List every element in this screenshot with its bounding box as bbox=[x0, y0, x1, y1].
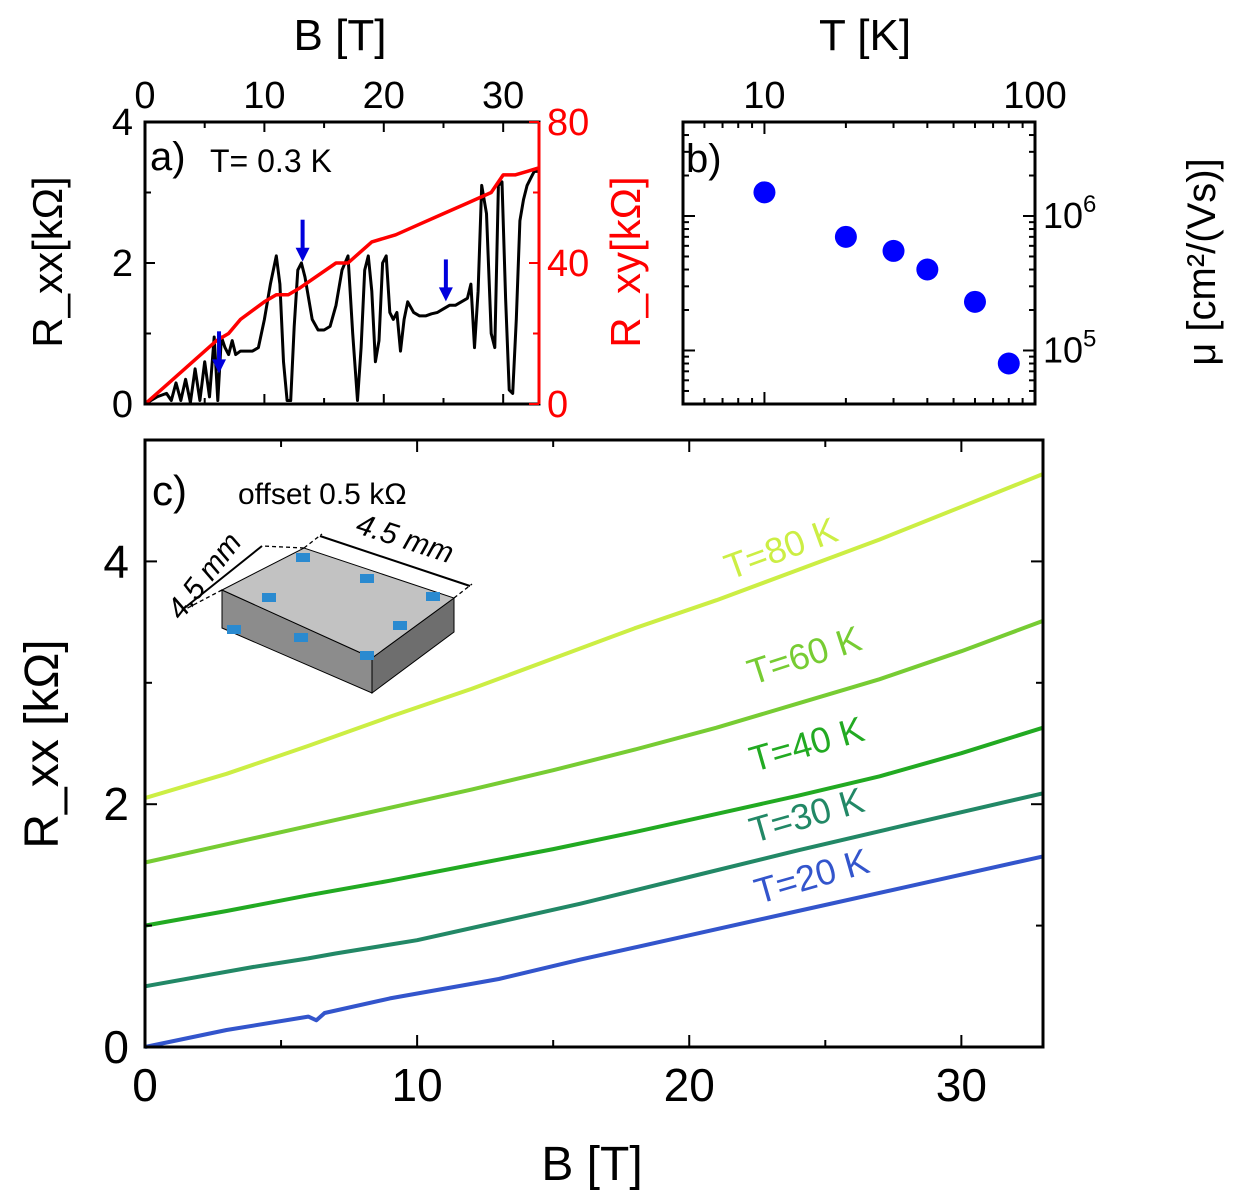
contact bbox=[227, 625, 241, 634]
panel-b-top-xlabel: T [K] bbox=[819, 11, 911, 60]
panel-c-frame bbox=[143, 438, 1045, 1049]
panel-b-ylabel: μ [cm²/(Vs)] bbox=[1180, 158, 1224, 365]
dimension-arrows bbox=[181, 535, 471, 611]
dimension-line bbox=[179, 589, 223, 613]
y-right-tick-label: 40 bbox=[547, 243, 589, 285]
y-tick-label: 2 bbox=[103, 778, 129, 830]
x-tick-label: 0 bbox=[132, 1059, 158, 1111]
x-tick-label: 0 bbox=[134, 75, 155, 117]
panel-c-curves bbox=[144, 472, 1044, 1049]
y-tick-label: 2 bbox=[112, 243, 133, 285]
panel-c: 0 10 20 30 0 2 4 c) offset 0.5 kΩ B [T] R_xx [… bbox=[16, 438, 1045, 1191]
dimension-line bbox=[303, 533, 323, 549]
y-tick-base: 10 bbox=[1043, 329, 1083, 370]
x-tick-label: 30 bbox=[936, 1059, 987, 1111]
dimension-arrow-x bbox=[319, 535, 471, 587]
panel-a-label: a) bbox=[150, 135, 186, 179]
panel-c-ticks: 0 10 20 30 0 2 4 bbox=[103, 440, 1043, 1111]
series-line bbox=[144, 791, 1044, 989]
panel-b-frame bbox=[681, 120, 1037, 406]
data-point bbox=[916, 258, 939, 281]
y-tick-exponent: 5 bbox=[1083, 325, 1096, 352]
arrow-head bbox=[295, 247, 310, 262]
data-point bbox=[834, 225, 857, 248]
panel-a-left-ylabel: R_xx[kΩ] bbox=[24, 176, 71, 347]
y-tick-label: 0 bbox=[112, 384, 133, 426]
panel-b-points bbox=[753, 181, 1020, 375]
panel-c-offset-note: offset 0.5 kΩ bbox=[238, 478, 407, 511]
x-tick-label: 10 bbox=[743, 75, 785, 117]
panel-a-curves bbox=[143, 166, 540, 406]
dimension-lines bbox=[179, 533, 473, 613]
y-tick-label: 105 bbox=[1043, 325, 1096, 370]
x-tick-label: 20 bbox=[664, 1059, 715, 1111]
panel-c-label: c) bbox=[152, 467, 187, 514]
y-tick-base: 10 bbox=[1043, 195, 1083, 236]
series-line bbox=[144, 854, 1044, 1049]
series-label-40k: T=40 K bbox=[745, 708, 869, 780]
series-line bbox=[144, 619, 1044, 865]
sample-inset: 4.5 mm 4.5 mm bbox=[161, 508, 473, 694]
contact bbox=[360, 651, 374, 660]
series-line bbox=[144, 725, 1044, 928]
series-label-60k: T=60 K bbox=[742, 618, 866, 693]
series-label-20k: T=20 K bbox=[750, 840, 874, 912]
series-line bbox=[144, 472, 1044, 801]
contact bbox=[294, 633, 308, 642]
contact bbox=[296, 553, 310, 562]
contact bbox=[262, 593, 276, 602]
inset-dim-x: 4.5 mm bbox=[352, 508, 457, 570]
data-point bbox=[882, 239, 905, 262]
arrow-head bbox=[438, 287, 453, 302]
y-tick-label: 0 bbox=[103, 1021, 129, 1073]
dimension-line bbox=[453, 583, 473, 599]
panel-c-xlabel: B [T] bbox=[541, 1138, 642, 1191]
x-tick-label: 10 bbox=[243, 75, 285, 117]
x-tick-label: 100 bbox=[1003, 75, 1066, 117]
y-tick-label: 4 bbox=[103, 535, 129, 587]
data-point bbox=[997, 352, 1020, 375]
panel-a-right-ylabel: R_xy[kΩ] bbox=[602, 176, 649, 347]
data-point bbox=[963, 290, 986, 313]
panel-a-top-xlabel: B [T] bbox=[294, 11, 387, 60]
contact bbox=[360, 574, 374, 583]
panel-a-condition: T= 0.3 K bbox=[210, 143, 332, 179]
dimension-line bbox=[261, 545, 305, 549]
contact bbox=[426, 592, 440, 601]
rxy-curve bbox=[143, 166, 540, 406]
rxx-curve bbox=[144, 169, 539, 406]
panel-c-ylabel: R_xx [kΩ] bbox=[16, 639, 69, 848]
arrow-head bbox=[212, 359, 227, 374]
contact bbox=[393, 621, 407, 630]
dimension-arrow-y bbox=[181, 545, 263, 611]
y-tick-label: 4 bbox=[112, 102, 133, 144]
data-point bbox=[753, 181, 776, 204]
y-right-tick-label: 0 bbox=[547, 384, 568, 426]
y-tick-exponent: 6 bbox=[1083, 191, 1096, 218]
x-tick-label: 20 bbox=[363, 75, 405, 117]
panel-b-label: b) bbox=[686, 137, 722, 181]
x-tick-label: 30 bbox=[482, 75, 524, 117]
sample-contacts bbox=[227, 553, 440, 660]
y-tick-label: 106 bbox=[1043, 191, 1096, 236]
x-tick-label: 10 bbox=[392, 1059, 443, 1111]
y-right-tick-label: 80 bbox=[547, 102, 589, 144]
